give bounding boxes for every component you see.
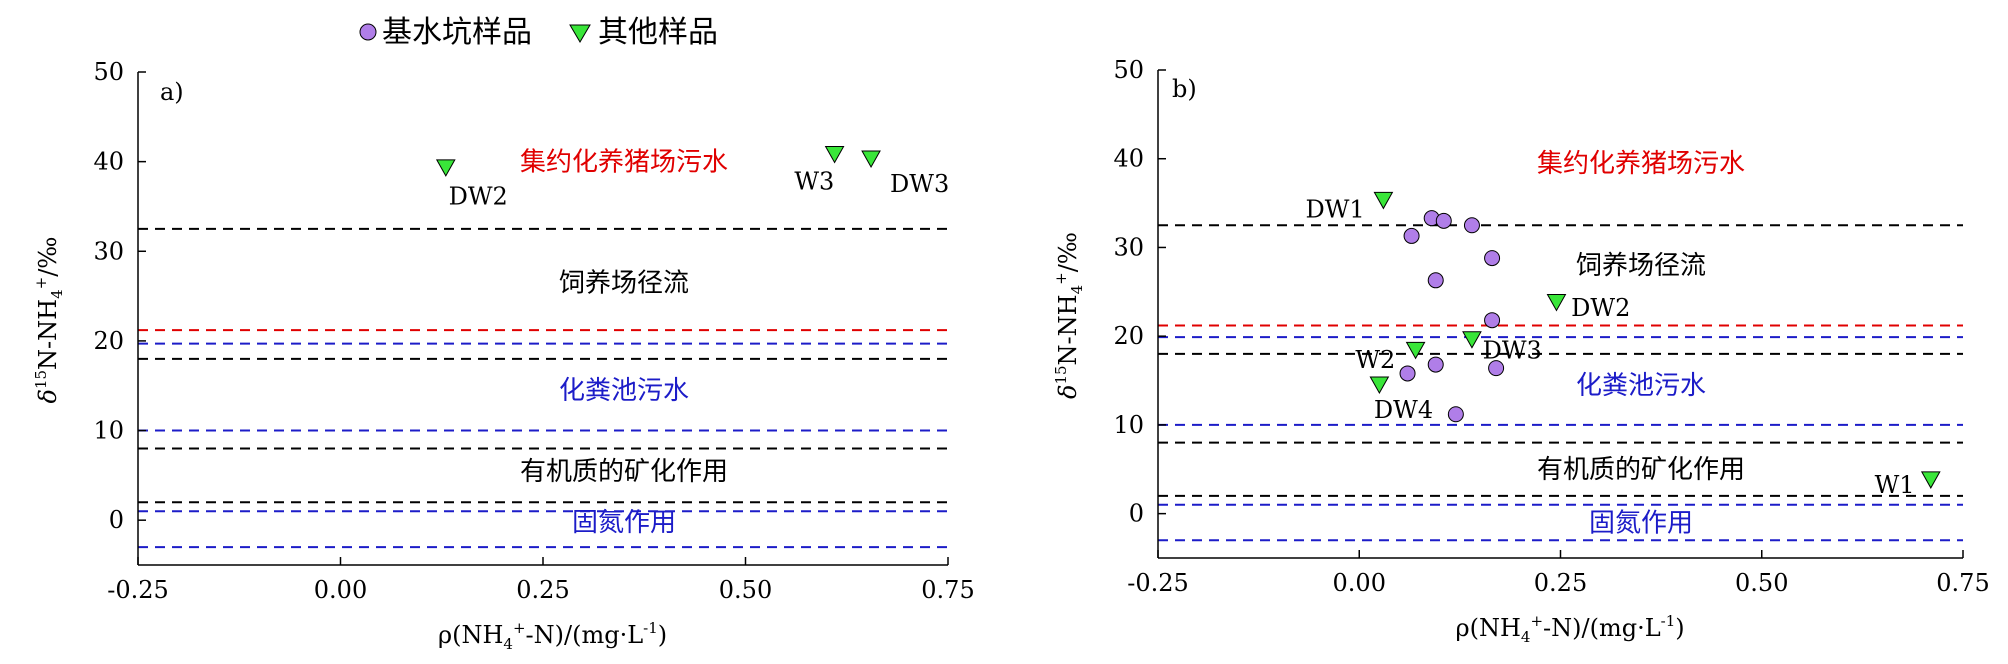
- data-point-triangle: [435, 159, 456, 177]
- data-point-circle: [1484, 250, 1501, 267]
- y-tick-label: 20: [93, 327, 124, 355]
- data-point-label: W3: [794, 167, 834, 195]
- legend-label-other-samples: 其他样品: [598, 15, 718, 50]
- x-axis-a: -0.25 0.00 0.25 0.50 0.75: [107, 557, 975, 604]
- data-point-label: W1: [1875, 471, 1915, 499]
- region-label: 化粪池污水: [559, 376, 689, 406]
- panel-label-a: a): [160, 78, 184, 106]
- hlines-b: [1158, 224, 1963, 542]
- x-tick-label: 0.50: [719, 576, 772, 604]
- x-tick-label: 0.00: [314, 576, 367, 604]
- y-tick-label: 50: [93, 58, 124, 86]
- data-point-label: DW2: [1571, 294, 1630, 322]
- hlines-a: [138, 227, 948, 549]
- y-tick-label: 10: [1113, 411, 1144, 439]
- y-tick-label: 20: [1113, 322, 1144, 350]
- data-point-label: DW3: [890, 170, 949, 198]
- markers-a: [435, 145, 881, 177]
- data-point-triangle: [1462, 331, 1482, 349]
- y-tick-label: 0: [1129, 500, 1144, 528]
- legend-label-pit-samples: 基水坑样品: [382, 15, 532, 50]
- region-label: 集约化养猪场污水: [520, 148, 728, 178]
- data-point-triangle: [824, 145, 845, 164]
- data-point-circle: [1488, 360, 1505, 377]
- point-labels-b: DW1 DW2 W2 DW3 DW4 W1: [1306, 195, 1915, 499]
- data-point-triangle: [1920, 471, 1941, 489]
- x-tick-label: 0.25: [1534, 569, 1587, 597]
- y-axis-b: 0 10 20 30 40 50: [1113, 56, 1166, 558]
- region-label: 化粪池污水: [1576, 371, 1706, 401]
- markers-b: [1369, 191, 1941, 489]
- data-point-triangle: [1405, 341, 1426, 360]
- chart-panel-b: -0.25 0.00 0.25 0.50 0.75 0 10 20 30 40 50 集约化养猪场…: [1052, 56, 1990, 646]
- data-point-circle: [1463, 217, 1480, 234]
- data-point-circle: [1427, 356, 1444, 373]
- region-label: 固氮作用: [572, 508, 676, 538]
- data-point-triangle: [1373, 191, 1394, 210]
- data-point-circle: [1447, 406, 1464, 423]
- region-label: 有机质的矿化作用: [520, 457, 728, 487]
- x-tick-label: 0.00: [1333, 569, 1386, 597]
- legend-circle-marker: [359, 23, 377, 41]
- legend-triangle-marker: [569, 24, 591, 43]
- region-label: 饲养场径流: [559, 269, 689, 299]
- x-tick-label: -0.25: [107, 576, 169, 604]
- y-axis-title-b: δ15N-NH4+/‰: [1052, 232, 1086, 399]
- x-tick-label: 0.25: [516, 576, 569, 604]
- region-label: 有机质的矿化作用: [1537, 455, 1745, 485]
- data-point-circle: [1435, 212, 1452, 229]
- data-point-triangle: [861, 150, 881, 168]
- data-point-triangle: [1369, 376, 1390, 395]
- data-point-label: W2: [1355, 346, 1395, 374]
- data-point-label: DW4: [1374, 396, 1433, 424]
- x-tick-label: 0.50: [1735, 569, 1788, 597]
- x-axis-b: -0.25 0.00 0.25 0.50 0.75: [1127, 550, 1990, 597]
- x-axis-title-b: ρ(NH4+-N)/(mg·L-1): [1456, 612, 1685, 646]
- x-tick-label: 0.75: [1936, 569, 1989, 597]
- x-axis-title-a: ρ(NH4+-N)/(mg·L-1): [438, 619, 667, 653]
- data-point-circle: [1403, 227, 1420, 244]
- data-point-circle: [1427, 272, 1444, 289]
- data-point-label: DW2: [449, 183, 508, 211]
- y-tick-label: 30: [1113, 233, 1144, 261]
- y-tick-label: 30: [93, 237, 124, 265]
- region-label: 饲养场径流: [1576, 251, 1706, 281]
- y-axis-title-a: δ15N-NH4+/‰: [32, 236, 66, 403]
- y-axis-a: 0 10 20 30 40 50: [93, 58, 146, 565]
- y-tick-label: 40: [1113, 145, 1144, 173]
- data-point-label: DW1: [1306, 195, 1365, 223]
- panel-label-b: b): [1172, 75, 1197, 103]
- data-point-triangle: [1546, 293, 1567, 312]
- x-tick-label: -0.25: [1127, 569, 1189, 597]
- y-tick-label: 10: [93, 417, 124, 445]
- data-point-circle: [1399, 365, 1416, 382]
- data-point-label: DW3: [1483, 336, 1542, 364]
- y-tick-label: 50: [1113, 56, 1144, 84]
- chart-panel-a: -0.25 0.00 0.25 0.50 0.75 0 10 20 30 40 50 集约化养猪场…: [32, 58, 975, 653]
- region-label: 固氮作用: [1589, 508, 1693, 538]
- x-tick-label: 0.75: [921, 576, 974, 604]
- point-labels-a: DW2 W3 DW3: [449, 167, 950, 210]
- y-tick-label: 40: [93, 148, 124, 176]
- legend: 基水坑样品 其他样品: [359, 15, 718, 50]
- region-label: 集约化养猪场污水: [1537, 149, 1745, 179]
- data-point-circle: [1484, 312, 1501, 329]
- y-tick-label: 0: [109, 506, 124, 534]
